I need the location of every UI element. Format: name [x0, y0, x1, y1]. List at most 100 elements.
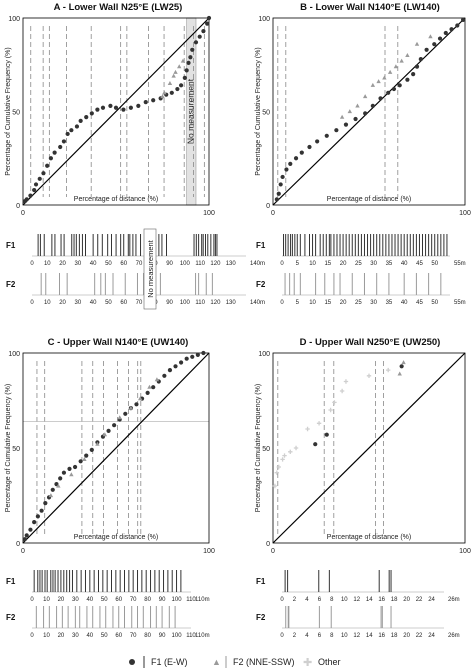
panel-c-point-f1 — [72, 464, 78, 470]
legend-other-marker: ✚ — [303, 657, 312, 669]
panel-a-point-f1 — [32, 187, 37, 193]
panel-b-barcode-tick-label: 0 — [280, 300, 284, 306]
panel-c-barcode-tick-label: 20 — [58, 633, 65, 639]
panel-c-barcode-tick-label: 0 — [30, 633, 34, 639]
panel-a-barcode-tick-label: 30 — [75, 261, 82, 267]
panel-c-barcode-tick-label: 20 — [58, 597, 65, 603]
panel-b-point-f1 — [353, 116, 358, 122]
panel-a-point-f1 — [24, 197, 29, 202]
panel-c-barcode-tick-label: 30 — [72, 597, 79, 603]
panel-a-point-f1 — [78, 118, 83, 123]
panel-a-point-f1 — [52, 150, 57, 155]
panel-a-barcode-tick-label: 40 — [90, 300, 97, 306]
panel-d-barcode-tick-label: 14 — [366, 633, 373, 639]
panel-b-point-f1 — [363, 111, 368, 116]
panel-c-uniform-diagonal — [22, 352, 210, 544]
panel-c-point-f2 — [56, 483, 61, 488]
panel-c-point-f1 — [28, 527, 33, 532]
panel-c-point-f2 — [82, 457, 87, 461]
panel-b-point-f1 — [278, 182, 283, 187]
panel-c-barcode-tick-label: 50 — [101, 597, 108, 603]
panel-b-point-f1 — [315, 139, 320, 144]
panel-a-point-f1 — [128, 105, 133, 110]
panel-d-point-other — [386, 367, 391, 373]
panel-d-point-other — [288, 449, 293, 454]
panel-b-barcode-tick-label: 30 — [370, 261, 377, 267]
panel-a-point-f2 — [173, 69, 178, 74]
panel-d-barcode-tick-label: 22 — [416, 633, 423, 639]
panel-c-point-f2 — [137, 396, 143, 401]
panel-a-point-f1 — [206, 15, 212, 21]
panel-c-y-tick-label: 0 — [16, 541, 20, 548]
panel-a-barcode-unit: 140m — [250, 300, 265, 306]
panel-b-point-f1 — [370, 103, 375, 108]
panel-b-barcode-tick-label: 40 — [401, 300, 408, 306]
panel-d-barcode-tick-label: 18 — [391, 633, 398, 639]
panel-b-point-f1 — [334, 128, 339, 133]
panel-c-point-f2 — [117, 415, 122, 420]
panel-b-point-f2 — [393, 64, 399, 69]
panel-c-y-tick-label: 100 — [8, 351, 20, 358]
panel-a-barcode-tick-label: 50 — [105, 300, 112, 306]
panel-d-barcode-tick-label: 6 — [318, 597, 322, 603]
panel-d-barcode-tick-label: 12 — [353, 633, 360, 639]
panel-b-point-f1 — [437, 36, 443, 41]
panel-b-point-f2 — [339, 114, 345, 119]
panel-b-plot-frame — [272, 17, 466, 206]
panel-d-barcode-row-label: F1 — [256, 577, 266, 586]
panel-d-y-tick-label: 50 — [262, 446, 270, 453]
panel-b-point-f1 — [418, 57, 423, 62]
panel-d-y-tick-label: 100 — [258, 351, 270, 358]
panel-a-point-f1 — [136, 103, 141, 108]
panel-d-barcode-tick-label: 10 — [341, 633, 348, 639]
panel-c-point-f1 — [195, 352, 200, 357]
panel-d-barcode-tick-label: 12 — [353, 597, 360, 603]
panel-c-x-tick-label: 0 — [21, 548, 25, 555]
panel-c-barcode-tick-label: 70 — [130, 597, 137, 603]
panel-d-point-other — [316, 421, 322, 426]
panel-c-barcode-tick-label: 80 — [144, 633, 151, 639]
panel-d-barcode-tick-label: 4 — [305, 633, 309, 639]
panel-d-barcode-tick-label: 8 — [330, 597, 334, 603]
panel-a-point-f1 — [113, 105, 119, 110]
panel-c-point-f1 — [78, 459, 83, 464]
panel-a-point-f1 — [95, 107, 100, 112]
panel-d-point-other — [274, 470, 280, 475]
panel-d-barcode-tick-label: 20 — [403, 633, 410, 639]
panel-c-barcode-tick-label: 60 — [115, 597, 122, 603]
panel-a-barcode-tick-label: 10 — [44, 261, 51, 267]
panel-a-point-f1 — [89, 111, 94, 116]
panel-d-x-tick-label: 0 — [271, 548, 275, 555]
panel-c-point-f2 — [154, 377, 160, 382]
panel-b-barcode-tick-label: 35 — [386, 300, 393, 306]
panel-c-barcode-row-label: F2 — [6, 613, 16, 622]
panel-c-point-f1 — [43, 501, 48, 506]
panel-a-barcode-tick-label: 20 — [59, 261, 66, 267]
panel-a-point-f1 — [190, 47, 195, 52]
panel-c-barcode-unit: 110m — [195, 633, 210, 639]
panel-d-point-other — [280, 457, 285, 462]
panel-b-barcode-tick-label: 15 — [324, 261, 331, 267]
panel-d-point-other — [276, 464, 281, 470]
panel-b-point-f1 — [274, 197, 279, 202]
panel-b-point-f1 — [424, 47, 429, 52]
panel-c-barcode-tick-label: 70 — [130, 633, 137, 639]
panel-a-barcode-tick-label: 70 — [136, 261, 143, 267]
panel-c-point-f1 — [89, 447, 94, 452]
panel-a-point-f1 — [143, 100, 148, 105]
panel-d-point-other — [282, 453, 287, 458]
panel-b-barcode-tick-label: 45 — [416, 300, 423, 306]
panel-a-barcode-tick-label: 120 — [210, 261, 221, 267]
panel-c-barcode-tick-label: 90 — [159, 633, 166, 639]
panel-d-point-other — [305, 426, 310, 432]
panel-a-barcode-tick-label: 30 — [75, 300, 82, 306]
panel-b-barcode-tick-label: 10 — [309, 261, 316, 267]
panel-c-y-tick-label: 50 — [12, 446, 20, 453]
panel-a-barcode-tick-label: 90 — [166, 261, 173, 267]
panel-c-barcode-tick-label: 0 — [30, 597, 34, 603]
panel-a-barcode-tick-label: 110 — [195, 300, 205, 306]
panel-a-barcode-tick-label: 0 — [30, 300, 34, 306]
panel-a-point-f1 — [169, 90, 174, 95]
panel-b-point-f2 — [376, 79, 381, 84]
panel-c-y-axis-label: Percentage of Cumulative Frequency (%) — [5, 384, 12, 512]
